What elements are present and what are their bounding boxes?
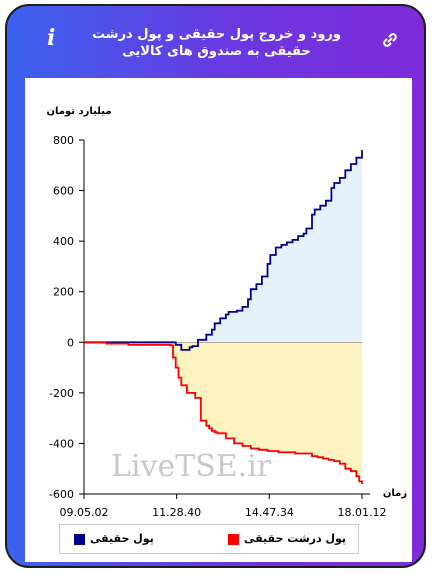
chart-legend: پول حقیقی پول درشت حقیقی: [59, 524, 359, 554]
chart-panel: 800 600 400 200 0 -200 -400 -600 09.05.02 11.28.4…: [25, 78, 412, 562]
line-chart: 800 600 400 200 0 -200 -400 -600 09.05.02 11.28.4…: [46, 106, 407, 519]
legend-swatch-real-money: [74, 534, 85, 545]
area-real-money: [84, 150, 362, 350]
x-tick-label: 11.28.40: [152, 506, 201, 519]
legend-label-large-real-money: پول درشت حقیقی: [244, 532, 347, 545]
chart-card: i ورود و خروج پول حقیقی و پول درشت حقیقی…: [5, 4, 426, 568]
chart-title: ورود و خروج پول حقیقی و پول درشت حقیقی ب…: [92, 27, 341, 59]
link-icon[interactable]: [382, 32, 398, 48]
x-tick-label: 09.05.02: [60, 506, 109, 519]
y-tick-label: 800: [53, 134, 74, 147]
series-line-real-money: [84, 150, 363, 351]
legend-label-real-money: پول حقیقی: [90, 532, 154, 545]
y-tick-label: 200: [53, 286, 74, 299]
info-icon[interactable]: i: [47, 25, 56, 51]
y-axis-title: میلیارد تومان: [46, 106, 111, 117]
area-large-real-money: [84, 342, 362, 484]
y-tick-label: -400: [49, 437, 74, 450]
y-tick-label: -600: [49, 488, 74, 501]
y-tick-label: 600: [53, 185, 74, 198]
watermark: LiveTSE.ir: [111, 449, 272, 484]
card-header: i ورود و خروج پول حقیقی و پول درشت حقیقی…: [7, 6, 424, 76]
x-tick-label: 14.47.34: [245, 506, 294, 519]
legend-swatch-large-real-money: [228, 534, 239, 545]
y-tick-label: -200: [49, 387, 74, 400]
y-tick-label: 400: [53, 235, 74, 248]
x-axis-title: زمان: [383, 488, 407, 499]
series-line-large-real-money: [84, 341, 363, 484]
x-tick-label: 18.01.12: [338, 506, 387, 519]
y-tick-label: 0: [67, 336, 74, 349]
